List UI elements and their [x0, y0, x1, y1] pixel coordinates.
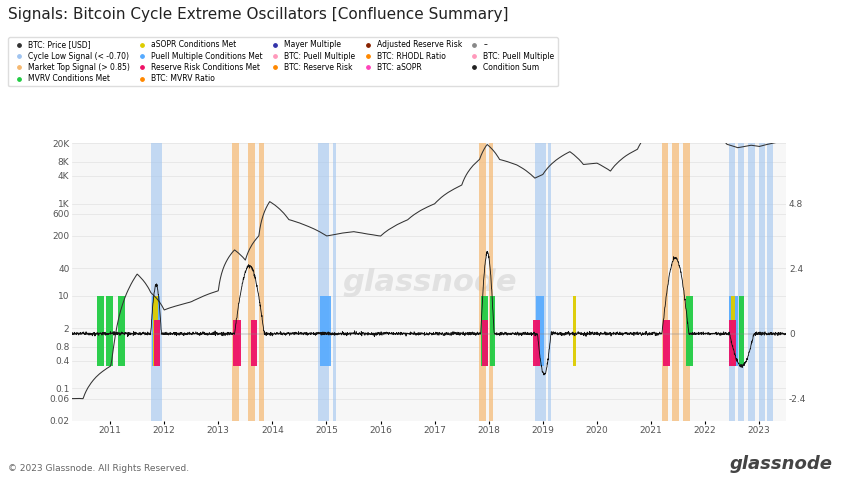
Bar: [480, 296, 488, 366]
Text: Signals: Bitcoin Cycle Extreme Oscillators [Confluence Summary]: Signals: Bitcoin Cycle Extreme Oscillato…: [8, 7, 509, 22]
Bar: [729, 320, 736, 366]
Bar: [251, 320, 258, 366]
Bar: [319, 143, 329, 421]
Bar: [768, 143, 773, 421]
Text: glassnode: glassnode: [730, 455, 833, 473]
Bar: [482, 320, 488, 366]
Bar: [729, 296, 738, 366]
Bar: [150, 143, 162, 421]
Bar: [248, 143, 255, 421]
Bar: [686, 296, 694, 366]
Bar: [536, 296, 544, 366]
Bar: [97, 296, 104, 366]
Bar: [662, 143, 668, 421]
Bar: [490, 296, 496, 366]
Bar: [259, 143, 264, 421]
Bar: [663, 320, 670, 366]
Bar: [533, 320, 540, 366]
Bar: [118, 296, 125, 366]
Bar: [738, 143, 744, 421]
Bar: [232, 143, 239, 421]
Bar: [729, 143, 735, 421]
Bar: [683, 143, 690, 421]
Text: glassnode: glassnode: [342, 268, 517, 296]
Bar: [535, 143, 546, 421]
Bar: [739, 296, 744, 366]
Bar: [152, 296, 160, 366]
Text: © 2023 Glassnode. All Rights Reserved.: © 2023 Glassnode. All Rights Reserved.: [8, 464, 190, 473]
Bar: [155, 320, 160, 366]
Bar: [573, 296, 576, 366]
Bar: [489, 143, 493, 421]
Bar: [759, 143, 765, 421]
Legend: BTC: Price [USD], Cycle Low Signal (< -0.70), Market Top Signal (> 0.85), MVRV C: BTC: Price [USD], Cycle Low Signal (< -0…: [8, 37, 558, 86]
Bar: [731, 296, 735, 366]
Bar: [320, 296, 331, 366]
Bar: [672, 143, 679, 421]
Bar: [548, 143, 551, 421]
Bar: [479, 143, 486, 421]
Bar: [105, 296, 113, 366]
Bar: [748, 143, 755, 421]
Bar: [234, 320, 241, 366]
Bar: [153, 296, 158, 366]
Bar: [333, 143, 337, 421]
